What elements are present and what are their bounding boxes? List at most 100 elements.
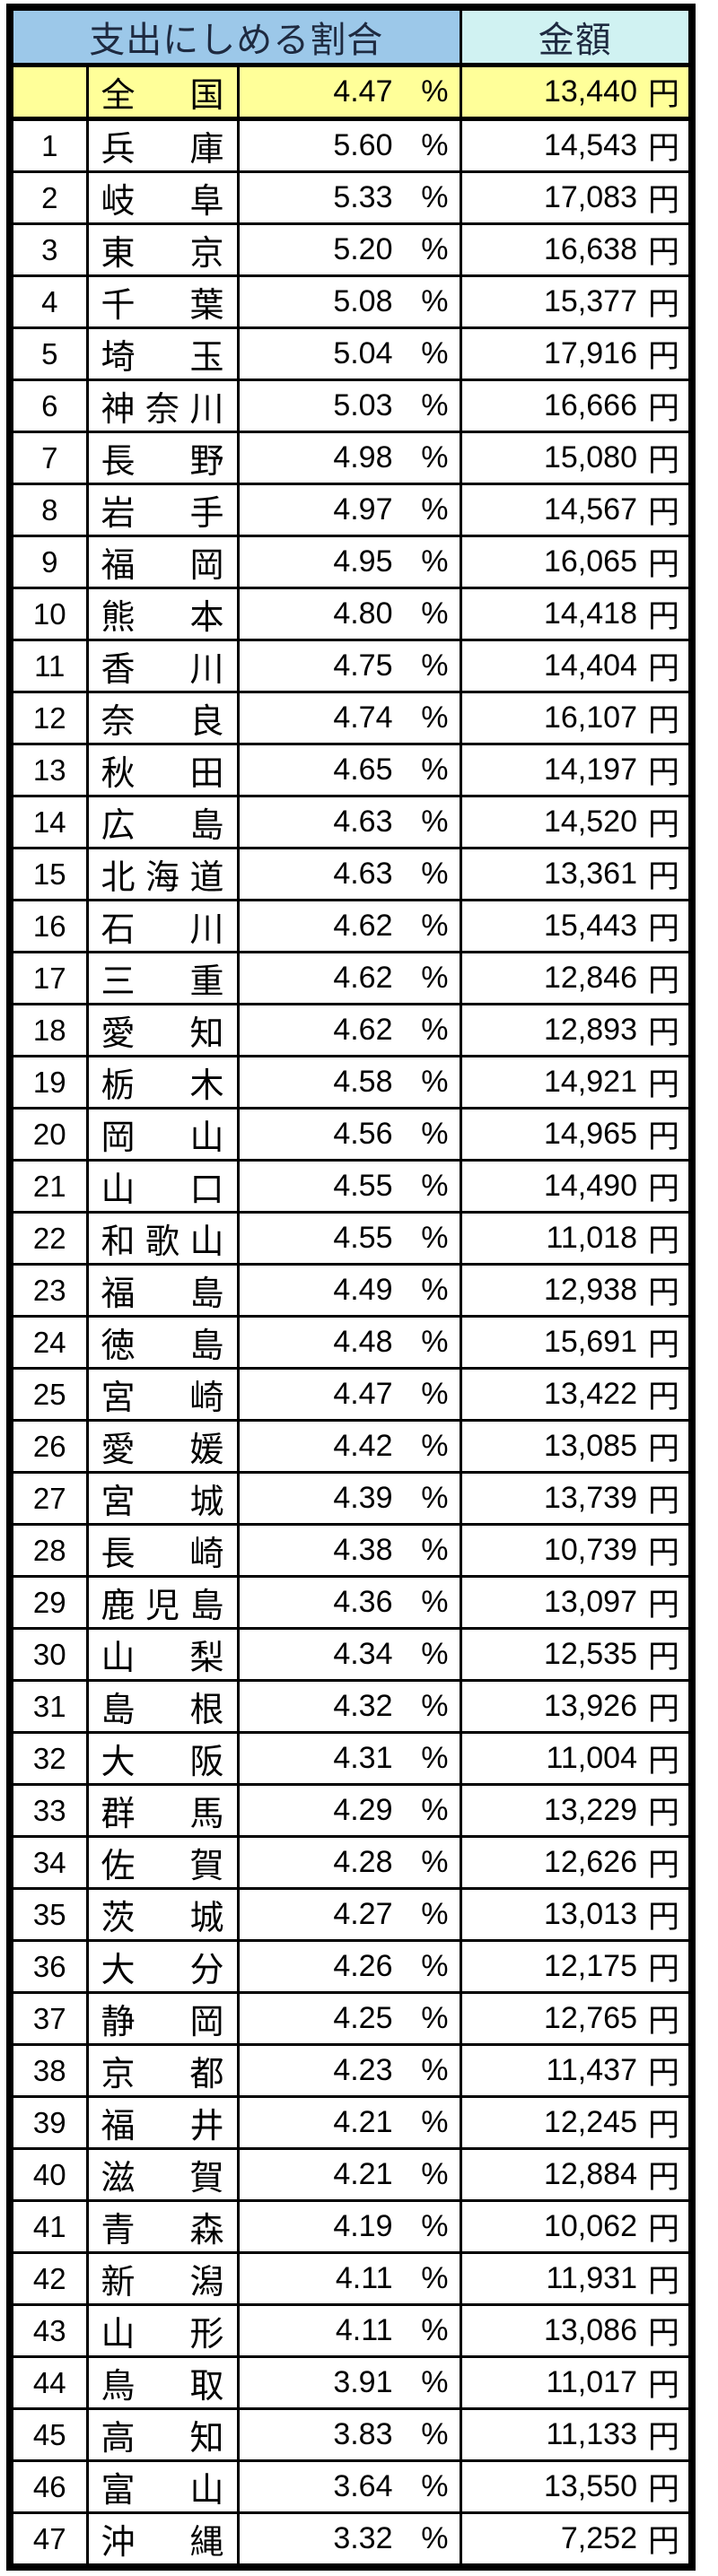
amount-value: 13,085 [543,1429,637,1463]
percent-unit: % [421,2105,449,2139]
percent-cell: 4.62 % [236,1003,462,1057]
prefecture-name: 岩手 [101,495,224,533]
table-row: 17 三重 4.62 % 12,846 円 [8,951,694,1005]
prefecture-name: 神奈川 [101,391,224,429]
percent-cell: 4.58 % [236,1055,462,1110]
yen-unit: 円 [647,547,679,582]
prefecture-name-cell: 埼玉 [85,326,240,381]
amount-value: 17,916 [543,336,637,370]
percent-value: 4.26 [333,1949,393,1983]
amount-value: 13,013 [543,1897,637,1931]
ratio-header-cell: 支出にしめる割合 [8,5,462,67]
table-header: 支出にしめる割合 金額 [8,5,694,67]
percent-cell: 5.03 % [236,379,462,433]
amount-value: 10,739 [543,1533,637,1567]
prefecture-name: 千葉 [101,287,224,325]
amount-cell: 14,197 円 [459,743,694,797]
prefecture-name: 大分 [101,1952,224,1989]
percent-cell: 4.19 % [236,2199,462,2254]
yen-unit: 円 [647,2472,679,2507]
percent-cell: 5.04 % [236,326,462,381]
percent-unit: % [421,1793,449,1827]
amount-value: 12,626 [543,1845,637,1879]
amount-cell: 13,085 円 [459,1419,694,1474]
amount-value: 14,490 [543,1169,637,1203]
amount-value: 12,765 [543,2001,637,2035]
yen-unit: 円 [647,1744,679,1779]
prefecture-name-cell: 和歌山 [85,1211,240,1266]
amount-value: 15,691 [543,1325,637,1359]
rank-cell: 20 [8,1107,89,1162]
yen-unit: 円 [647,963,679,998]
percent-unit: % [421,492,449,527]
prefecture-name-cell: 千葉 [85,274,240,329]
yen-unit: 円 [647,1432,679,1466]
amount-cell: 11,931 円 [459,2251,694,2306]
yen-unit: 円 [647,755,679,790]
yen-unit: 円 [647,2264,679,2299]
percent-cell: 4.62 % [236,899,462,953]
prefecture-name-cell: 新潟 [85,2251,240,2306]
table-row: 13 秋田 4.65 % 14,197 円 [8,743,694,797]
amount-cell: 12,884 円 [459,2147,694,2202]
yen-unit: 円 [647,911,679,946]
prefecture-name-cell: 岐阜 [85,170,240,225]
national-row: 全国 4.47 % 13,440 円 [8,64,694,121]
prefecture-name: 石川 [101,911,224,949]
rank-cell: 4 [8,274,89,329]
amount-cell: 13,440 円 [459,64,694,121]
prefecture-name-cell: 茨城 [85,1887,240,1942]
prefecture-name: 全国 [101,77,224,115]
amount-value: 16,666 [543,388,637,422]
percent-cell: 4.29 % [236,1783,462,1838]
amount-cell: 13,361 円 [459,847,694,901]
yen-unit: 円 [647,495,679,530]
prefecture-name-cell: 富山 [85,2459,240,2514]
yen-unit: 円 [647,2420,679,2455]
amount-cell: 13,086 円 [459,2303,694,2358]
amount-value: 7,252 [560,2521,637,2555]
table-row: 34 佐賀 4.28 % 12,626 円 [8,1835,694,1890]
percent-value: 4.55 [333,1169,393,1203]
table-row: 3 東京 5.20 % 16,638 円 [8,222,694,277]
prefecture-name: 群馬 [101,1796,224,1833]
prefecture-name-cell: 長野 [85,431,240,485]
amount-cell: 12,765 円 [459,1991,694,2046]
percent-value: 4.97 [333,492,393,527]
amount-cell: 14,543 円 [459,117,694,173]
percent-cell: 3.64 % [236,2459,462,2514]
prefecture-name: 熊本 [101,599,224,637]
percent-cell: 4.75 % [236,639,462,693]
percent-value: 5.08 [333,284,393,318]
prefecture-ranking-table: 支出にしめる割合 金額 全国 4.47 % 13,440 円 1 兵庫 [6,4,696,2571]
yen-unit: 円 [647,1796,679,1831]
prefecture-name: 広島 [101,807,224,845]
rank-cell: 9 [8,535,89,589]
amount-value: 14,418 [543,596,637,631]
prefecture-name-cell: 神奈川 [85,379,240,433]
percent-unit: % [421,2521,449,2555]
percent-unit: % [421,284,449,318]
amount-cell: 12,245 円 [459,2095,694,2150]
rank-cell: 46 [8,2459,89,2514]
prefecture-name: 兵庫 [101,131,224,169]
amount-cell: 13,550 円 [459,2459,694,2514]
prefecture-name: 茨城 [101,1900,224,1937]
table-row: 25 宮崎 4.47 % 13,422 円 [8,1367,694,1422]
rank-cell: 13 [8,743,89,797]
amount-value: 13,440 [543,74,637,109]
prefecture-name-cell: 静岡 [85,1991,240,2046]
table-row: 41 青森 4.19 % 10,062 円 [8,2199,694,2254]
amount-cell: 11,018 円 [459,1211,694,1266]
table-row: 19 栃木 4.58 % 14,921 円 [8,1055,694,1110]
amount-cell: 14,418 円 [459,587,694,641]
table-row: 26 愛媛 4.42 % 13,085 円 [8,1419,694,1474]
yen-unit: 円 [647,1275,679,1310]
prefecture-name: 京都 [101,2056,224,2093]
rank-cell: 35 [8,1887,89,1942]
prefecture-name: 岡山 [101,1119,224,1157]
amount-value: 15,443 [543,909,637,943]
rank-cell: 17 [8,951,89,1005]
prefecture-name-cell: 鳥取 [85,2355,240,2410]
prefecture-name: 愛知 [101,1015,224,1053]
